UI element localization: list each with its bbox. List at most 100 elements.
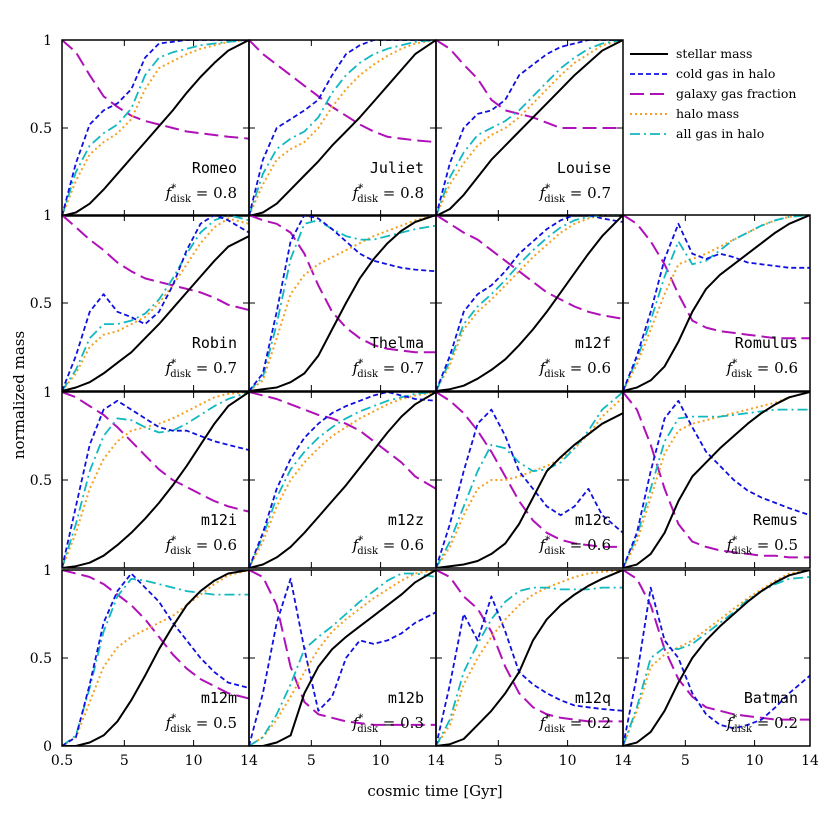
series-galaxy-gas-fraction bbox=[249, 215, 436, 354]
panel-m12f: m12f f* disk = 0.6 bbox=[435, 214, 624, 392]
panel-name: Romulus bbox=[735, 334, 798, 352]
series-cold-gas-in-halo bbox=[249, 392, 436, 568]
panel-series bbox=[249, 392, 436, 568]
series-stellar-mass bbox=[623, 215, 810, 391]
series-stellar-mass bbox=[436, 570, 623, 746]
series-stellar-mass bbox=[436, 40, 623, 216]
fdisk-label: f* disk = 0.6 bbox=[352, 535, 424, 557]
panel-name: Batman bbox=[744, 689, 798, 707]
series-stellar-mass bbox=[249, 215, 436, 391]
panel-romulus: Romulus f* disk = 0.6 bbox=[622, 214, 811, 392]
panel-ticks bbox=[62, 569, 249, 747]
legend: stellar mass cold gas in halo galaxy gas f… bbox=[630, 46, 796, 141]
x-axis-title: cosmic time [Gyr] bbox=[367, 782, 502, 800]
series-all-gas-in-halo bbox=[249, 40, 436, 216]
panel-name: m12z bbox=[388, 511, 424, 529]
series-galaxy-gas-fraction bbox=[62, 40, 249, 140]
series-stellar-mass bbox=[436, 215, 623, 391]
series-stellar-mass bbox=[623, 570, 810, 746]
fdisk-label: f* disk = 0.2 bbox=[726, 713, 798, 735]
series-all-gas-in-halo bbox=[62, 577, 249, 746]
panel-series bbox=[62, 392, 249, 568]
series-all-gas-in-halo bbox=[623, 408, 810, 568]
fdisk-label: f* disk = 0.7 bbox=[352, 358, 424, 380]
panel-juliet: Juliet f* disk = 0.8 bbox=[248, 39, 437, 217]
legend-entry: halo mass bbox=[630, 106, 739, 121]
series-cold-gas-in-halo bbox=[623, 586, 810, 746]
panel-series bbox=[436, 392, 623, 568]
legend-entry: galaxy gas fraction bbox=[630, 86, 796, 101]
series-cold-gas-in-halo bbox=[62, 399, 249, 568]
series-stellar-mass bbox=[249, 40, 436, 216]
panel-m12i: m12i f* disk = 0.6 bbox=[61, 391, 250, 569]
panel-m12z: m12z f* disk = 0.6 bbox=[248, 391, 437, 569]
y-tick-label: 1 bbox=[43, 33, 52, 49]
series-all-gas-in-halo bbox=[623, 576, 810, 746]
series-galaxy-gas-fraction bbox=[249, 570, 436, 726]
x-tick-label: 10 bbox=[372, 753, 390, 769]
series-stellar-mass bbox=[62, 40, 249, 216]
series-halo-mass bbox=[62, 570, 249, 746]
legend-label: stellar mass bbox=[676, 46, 752, 61]
y-tick-label: 0 bbox=[43, 739, 52, 755]
series-cold-gas-in-halo bbox=[62, 572, 249, 746]
x-tick-label: 14 bbox=[801, 753, 819, 769]
panel-name: m12c bbox=[575, 511, 611, 529]
y-tick-label: 1 bbox=[43, 208, 52, 224]
series-galaxy-gas-fraction bbox=[436, 215, 623, 320]
fdisk-label: f* disk = 0.7 bbox=[539, 183, 611, 205]
panel-name: Romeo bbox=[192, 159, 237, 177]
panel-name: Thelma bbox=[370, 334, 424, 352]
legend-label: halo mass bbox=[676, 106, 739, 121]
series-cold-gas-in-halo bbox=[249, 577, 436, 746]
series-cold-gas-in-halo bbox=[623, 399, 810, 568]
series-all-gas-in-halo bbox=[436, 586, 623, 746]
panel-romeo: Romeo f* disk = 0.8 bbox=[61, 39, 250, 217]
fdisk-label: f* disk = 0.6 bbox=[539, 358, 611, 380]
y-tick-label: 0.5 bbox=[30, 296, 52, 312]
legend-label: cold gas in halo bbox=[676, 66, 775, 81]
series-galaxy-gas-fraction bbox=[62, 570, 249, 700]
panel-series bbox=[62, 40, 249, 216]
panel-name: m12i bbox=[201, 511, 237, 529]
fdisk-label: f* disk = 0.6 bbox=[165, 535, 237, 557]
fdisk-label: f* disk = 0.6 bbox=[539, 535, 611, 557]
series-stellar-mass bbox=[62, 392, 249, 568]
fdisk-label: f* disk = 0.6 bbox=[726, 358, 798, 380]
fdisk-label: f* disk = 0.8 bbox=[165, 183, 237, 205]
x-tick-label: 10 bbox=[559, 753, 577, 769]
panel-ticks bbox=[623, 569, 810, 747]
series-halo-mass bbox=[623, 215, 810, 391]
series-galaxy-gas-fraction bbox=[249, 392, 436, 490]
series-all-gas-in-halo bbox=[62, 40, 249, 216]
panel-series bbox=[623, 392, 810, 568]
panel-ticks bbox=[249, 214, 436, 392]
series-halo-mass bbox=[62, 217, 249, 391]
series-stellar-mass bbox=[623, 392, 810, 568]
panel-series bbox=[249, 215, 436, 391]
panel-thelma: Thelma f* disk = 0.7 bbox=[248, 214, 437, 392]
fdisk-label: f* disk = 0.2 bbox=[539, 713, 611, 735]
panel-louise: Louise f* disk = 0.7 bbox=[435, 39, 624, 217]
series-all-gas-in-halo bbox=[623, 215, 810, 391]
series-halo-mass bbox=[249, 40, 436, 216]
series-stellar-mass bbox=[249, 570, 436, 746]
legend-entry: all gas in halo bbox=[630, 126, 764, 141]
series-halo-mass bbox=[62, 40, 249, 216]
series-stellar-mass bbox=[436, 412, 623, 568]
y-axis-title: normalized mass bbox=[10, 331, 28, 459]
series-cold-gas-in-halo bbox=[436, 408, 623, 568]
series-halo-mass bbox=[436, 215, 623, 391]
panel-series bbox=[623, 570, 810, 746]
series-cold-gas-in-halo bbox=[62, 40, 249, 216]
panel-ticks bbox=[436, 569, 623, 747]
panel-name: Remus bbox=[753, 511, 798, 529]
series-galaxy-gas-fraction bbox=[436, 570, 623, 723]
panel-name: m12b bbox=[388, 689, 424, 707]
legend-label: all gas in halo bbox=[676, 126, 764, 141]
panel-ticks bbox=[623, 214, 810, 392]
series-galaxy-gas-fraction bbox=[623, 392, 810, 559]
panel-series bbox=[62, 215, 249, 391]
x-tick-label: 5 bbox=[120, 753, 129, 769]
